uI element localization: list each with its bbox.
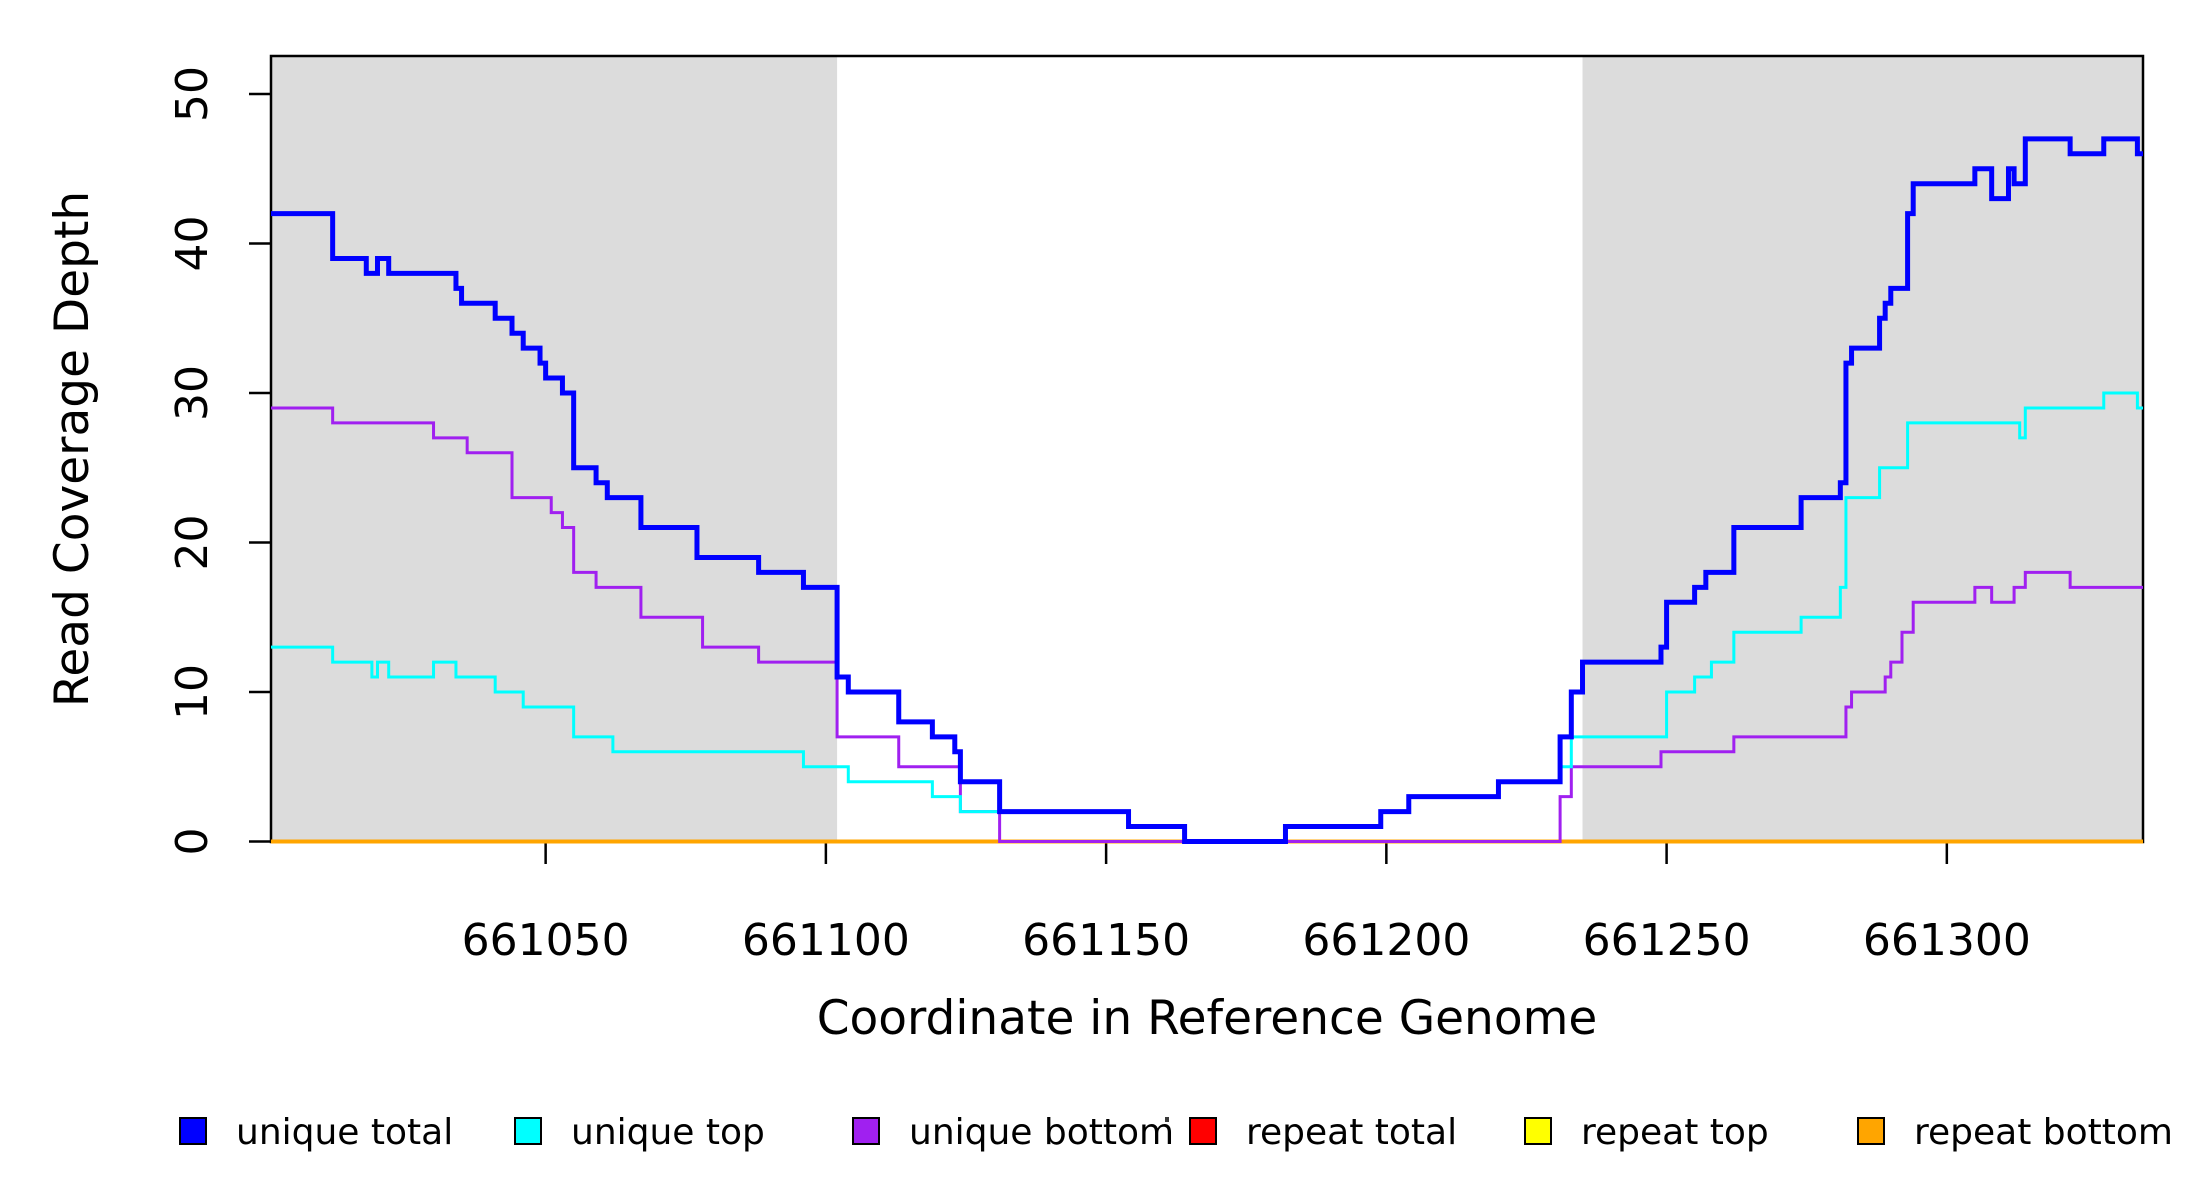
stray-dot [1165, 1117, 1169, 1122]
legend-swatch-unique-top [514, 1117, 542, 1145]
y-axis-tick-label: 30 [167, 365, 218, 421]
x-axis-tick-label: 661100 [742, 915, 910, 966]
x-axis-tick-label: 661150 [1022, 915, 1190, 966]
x-axis-title: Coordinate in Reference Genome [817, 991, 1598, 1046]
legend-label-repeat-bottom: repeat bottom [1914, 1112, 2173, 1153]
x-axis-tick-label: 661300 [1863, 915, 2031, 966]
legend-label-repeat-total: repeat total [1246, 1112, 1457, 1153]
right-unique-band-shading [1582, 56, 2143, 842]
y-axis-tick-label: 50 [167, 66, 218, 122]
x-axis-tick-label: 661200 [1302, 915, 1470, 966]
legend-swatch-repeat-bottom [1857, 1117, 1885, 1145]
legend-swatch-unique-total [179, 1117, 207, 1145]
legend-label-unique-top: unique top [571, 1112, 765, 1153]
legend-swatch-repeat-top [1524, 1117, 1552, 1145]
legend-swatch-unique-bottom [852, 1117, 880, 1145]
y-axis-tick-label: 40 [167, 216, 218, 272]
y-axis-tick-label: 20 [167, 515, 218, 571]
left-unique-band-shading [271, 56, 838, 842]
legend-label-unique-bottom: unique bottom [909, 1112, 1174, 1153]
series-unique-total-line [271, 136, 2143, 844]
legend-label-repeat-top: repeat top [1581, 1112, 1769, 1153]
y-axis-tick-label: 0 [167, 828, 218, 856]
legend-label-unique-total: unique total [236, 1112, 453, 1153]
legend-swatch-repeat-total [1189, 1117, 1217, 1145]
x-axis-tick-label: 661050 [462, 915, 630, 966]
y-axis-tick-label: 10 [167, 664, 218, 720]
x-axis-tick-label: 661250 [1583, 915, 1751, 966]
y-axis-title: Read Coverage Depth [45, 191, 100, 707]
